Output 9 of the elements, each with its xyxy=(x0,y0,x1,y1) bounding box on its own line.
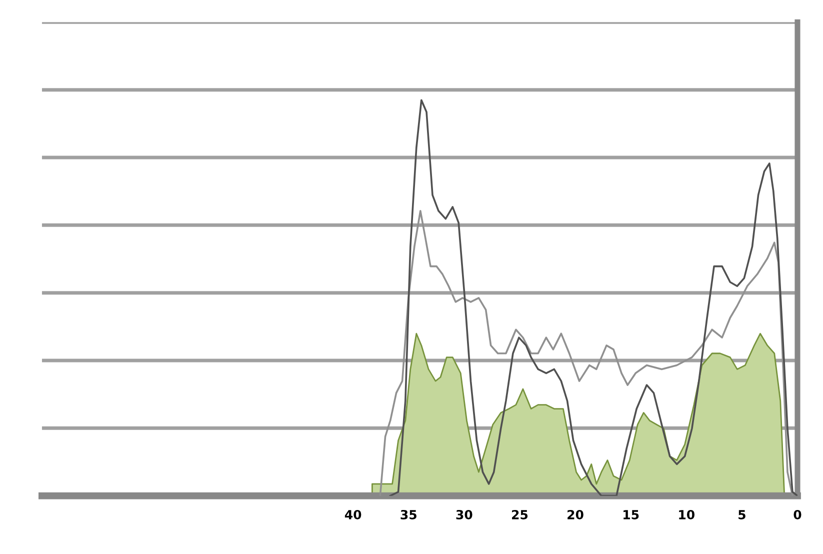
x-tick-label: 35 xyxy=(400,510,416,520)
x-tick-label: 40 xyxy=(344,510,362,520)
x-tick-label: 10 xyxy=(679,510,694,520)
x-tick-label: 30 xyxy=(456,510,472,520)
x-tick-label: 20 xyxy=(568,510,584,520)
x-tick-label: 15 xyxy=(624,510,639,520)
x-tick-label: 25 xyxy=(512,510,528,520)
x-tick-label: 0 xyxy=(794,510,802,520)
x-tick-label: 5 xyxy=(738,510,746,520)
